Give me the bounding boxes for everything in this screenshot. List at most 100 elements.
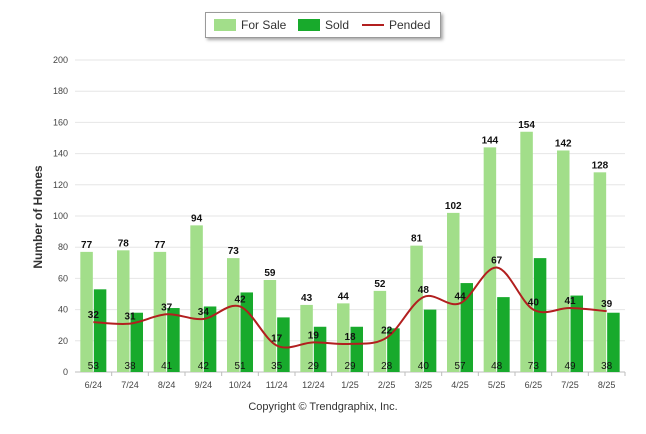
bar-sold[interactable] bbox=[93, 289, 107, 372]
for-sale-value-label: 59 bbox=[264, 268, 276, 279]
sold-value-label: 49 bbox=[564, 361, 576, 372]
x-tick-label: 12/24 bbox=[302, 380, 325, 390]
sold-value-label: 73 bbox=[528, 361, 540, 372]
bar-sold[interactable] bbox=[313, 326, 327, 372]
for-sale-value-label: 43 bbox=[301, 293, 313, 304]
bar-for-sale[interactable] bbox=[337, 303, 350, 372]
pended-value-label: 18 bbox=[344, 332, 356, 343]
pended-value-label: 22 bbox=[381, 326, 393, 337]
sold-value-label: 57 bbox=[454, 361, 466, 372]
bar-for-sale[interactable] bbox=[410, 245, 423, 372]
x-tick-label: 6/25 bbox=[525, 380, 543, 390]
pended-value-label: 32 bbox=[88, 310, 100, 321]
y-tick-label: 20 bbox=[58, 336, 68, 346]
y-tick-label: 0 bbox=[63, 367, 68, 377]
for-sale-value-label: 144 bbox=[482, 135, 499, 146]
for-sale-value-label: 154 bbox=[518, 120, 535, 131]
sold-value-label: 28 bbox=[381, 361, 393, 372]
pended-value-label: 41 bbox=[564, 296, 576, 307]
for-sale-value-label: 77 bbox=[81, 240, 93, 251]
bar-sold[interactable] bbox=[497, 297, 510, 372]
sold-value-label: 35 bbox=[271, 361, 283, 372]
x-tick-label: 8/24 bbox=[158, 380, 176, 390]
bar-for-sale[interactable] bbox=[153, 251, 167, 372]
sold-value-label: 29 bbox=[344, 361, 356, 372]
pended-value-label: 67 bbox=[491, 255, 503, 266]
bar-sold[interactable] bbox=[130, 312, 144, 372]
for-sale-value-label: 128 bbox=[592, 160, 609, 171]
for-sale-value-label: 77 bbox=[154, 240, 166, 251]
sold-value-label: 38 bbox=[601, 361, 613, 372]
for-sale-value-label: 94 bbox=[191, 213, 203, 224]
bar-sold[interactable] bbox=[167, 308, 180, 372]
bar-for-sale[interactable] bbox=[483, 147, 497, 372]
x-tick-label: 11/24 bbox=[266, 380, 288, 390]
legend-item-pended[interactable]: Pended bbox=[362, 13, 430, 37]
for-sale-value-label: 102 bbox=[445, 201, 462, 212]
bar-for-sale[interactable] bbox=[263, 279, 277, 372]
bar-sold[interactable] bbox=[460, 283, 474, 372]
pended-value-label: 17 bbox=[271, 333, 283, 344]
y-tick-label: 100 bbox=[53, 211, 68, 221]
pended-value-label: 40 bbox=[528, 298, 540, 309]
for-sale-swatch bbox=[214, 19, 236, 31]
bar-sold[interactable] bbox=[387, 328, 400, 372]
y-tick-label: 120 bbox=[53, 180, 68, 190]
pended-value-label: 44 bbox=[454, 291, 466, 302]
y-axis-label: Number of Homes bbox=[31, 165, 45, 269]
x-tick-label: 4/25 bbox=[451, 380, 469, 390]
legend-item-sold[interactable]: Sold bbox=[298, 13, 349, 37]
sold-swatch bbox=[298, 19, 320, 31]
bar-sold[interactable] bbox=[277, 317, 290, 372]
y-tick-label: 180 bbox=[53, 86, 68, 96]
pended-value-label: 42 bbox=[234, 294, 246, 305]
bar-sold[interactable] bbox=[607, 312, 620, 372]
x-tick-label: 2/25 bbox=[378, 380, 396, 390]
for-sale-value-label: 44 bbox=[338, 291, 350, 302]
sold-value-label: 38 bbox=[124, 361, 136, 372]
bar-for-sale[interactable] bbox=[190, 225, 203, 372]
pended-value-label: 31 bbox=[124, 312, 136, 323]
bars bbox=[80, 131, 620, 372]
bar-for-sale[interactable] bbox=[447, 212, 460, 372]
pended-value-label: 48 bbox=[418, 285, 430, 296]
pended-line[interactable] bbox=[93, 266, 607, 349]
pended-swatch bbox=[362, 24, 384, 26]
sold-value-label: 51 bbox=[234, 361, 246, 372]
pended-value-label: 19 bbox=[308, 330, 320, 341]
bar-sold[interactable] bbox=[533, 258, 547, 372]
bar-sold[interactable] bbox=[570, 295, 584, 372]
bar-for-sale[interactable] bbox=[117, 250, 130, 372]
bar-for-sale[interactable] bbox=[520, 131, 533, 372]
gridlines bbox=[75, 59, 625, 373]
bar-sold[interactable] bbox=[203, 306, 217, 372]
sold-value-label: 40 bbox=[418, 361, 430, 372]
bar-for-sale[interactable] bbox=[227, 258, 240, 372]
x-tick-label: 7/25 bbox=[561, 380, 579, 390]
bar-sold[interactable] bbox=[240, 292, 254, 372]
bar-for-sale[interactable] bbox=[557, 150, 570, 372]
bar-for-sale[interactable] bbox=[80, 251, 93, 372]
x-tick-label: 9/24 bbox=[195, 380, 213, 390]
bar-sold[interactable] bbox=[350, 326, 364, 372]
y-tick-label: 200 bbox=[53, 55, 68, 65]
for-sale-value-label: 142 bbox=[555, 138, 572, 149]
pended-value-label: 37 bbox=[161, 302, 173, 313]
bar-sold[interactable] bbox=[423, 309, 437, 372]
x-tick-label: 10/24 bbox=[229, 380, 252, 390]
sold-value-label: 53 bbox=[88, 361, 100, 372]
y-tick-label: 160 bbox=[53, 117, 68, 127]
pended-value-label: 34 bbox=[198, 307, 210, 318]
legend-label-for-sale: For Sale bbox=[241, 18, 287, 32]
sold-value-label: 42 bbox=[198, 361, 210, 372]
x-tick-label: 5/25 bbox=[488, 380, 506, 390]
x-tick-label: 1/25 bbox=[341, 380, 359, 390]
legend-item-for-sale[interactable]: For Sale bbox=[214, 13, 286, 37]
bar-for-sale[interactable] bbox=[300, 304, 313, 372]
bar-for-sale[interactable] bbox=[593, 172, 607, 372]
bar-for-sale[interactable] bbox=[373, 290, 387, 372]
y-tick-label: 60 bbox=[58, 273, 68, 283]
pended-value-label: 39 bbox=[601, 299, 613, 310]
y-axis-ticks: 0 20 40 60 80 100 120 140 160 180 200 bbox=[53, 55, 68, 377]
